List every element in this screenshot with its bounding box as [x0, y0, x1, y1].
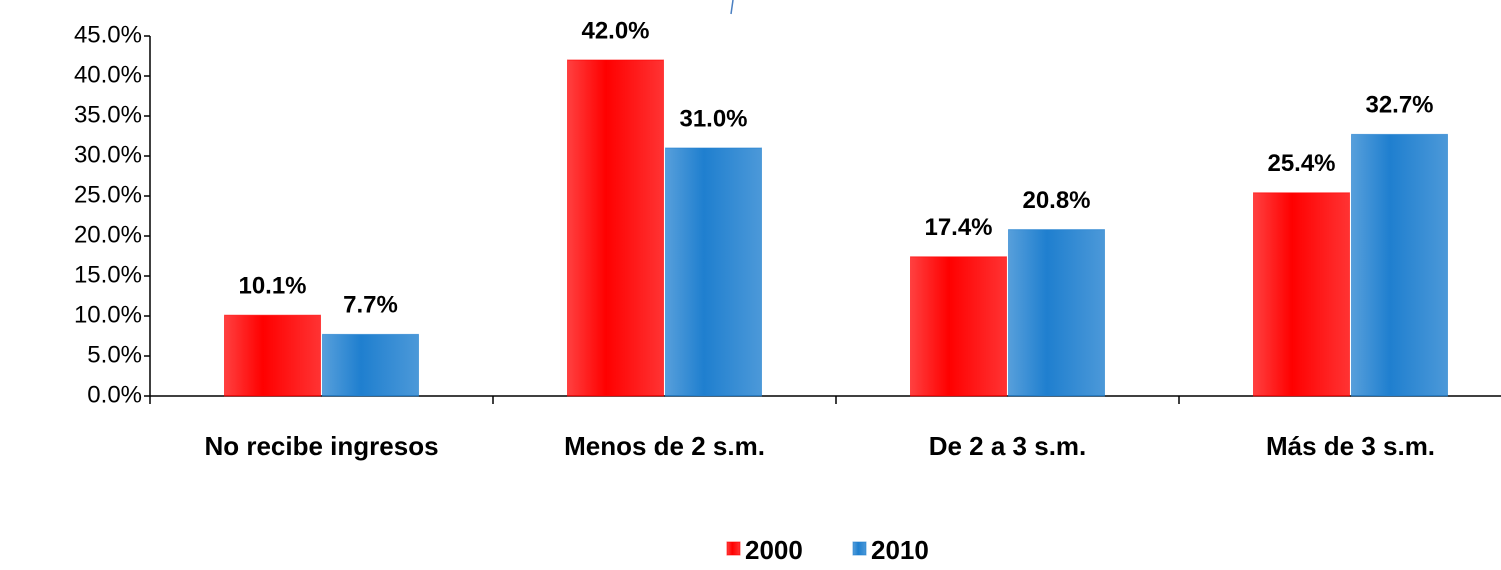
y-tick-label: 35.0% [74, 101, 142, 128]
y-tick-label: 40.0% [74, 61, 142, 88]
y-tick-label: 10.0% [74, 301, 142, 328]
legend-swatch [852, 541, 867, 556]
bar [1008, 229, 1105, 397]
bar [322, 333, 419, 397]
y-tick-label: 25.0% [74, 181, 142, 208]
bar [665, 147, 762, 397]
legend-label: 2000 [745, 535, 803, 565]
legend-label: 2010 [871, 535, 929, 565]
x-tick-label: De 2 a 3 s.m. [929, 431, 1087, 461]
x-tick-label: No recibe ingresos [204, 431, 438, 461]
legend-swatch [726, 541, 741, 556]
decoration [730, 0, 734, 15]
legend: 2000 2010 [718, 526, 970, 570]
y-tick-label: 20.0% [74, 221, 142, 248]
value-label: 25.4% [1267, 150, 1335, 177]
bar [224, 314, 321, 397]
value-label: 32.7% [1365, 92, 1433, 119]
bar [1351, 133, 1448, 397]
y-tick-label: 15.0% [74, 261, 142, 288]
y-tick-label: 0.0% [87, 381, 142, 408]
y-tick-label: 45.0% [74, 21, 142, 48]
y-tick-label: 30.0% [74, 141, 142, 168]
x-tick-label: Más de 3 s.m. [1266, 431, 1435, 461]
value-label: 7.7% [343, 292, 398, 319]
value-label: 10.1% [238, 273, 306, 300]
value-label: 31.0% [679, 105, 747, 132]
bar [567, 59, 664, 397]
bar [1253, 192, 1350, 397]
y-tick-label: 5.0% [87, 341, 142, 368]
value-label: 20.8% [1022, 187, 1090, 214]
legend-box [718, 526, 970, 570]
bar [910, 256, 1007, 397]
x-tick-label: Menos de 2 s.m. [564, 431, 765, 461]
value-label: 17.4% [924, 214, 992, 241]
value-label: 42.0% [581, 17, 649, 44]
